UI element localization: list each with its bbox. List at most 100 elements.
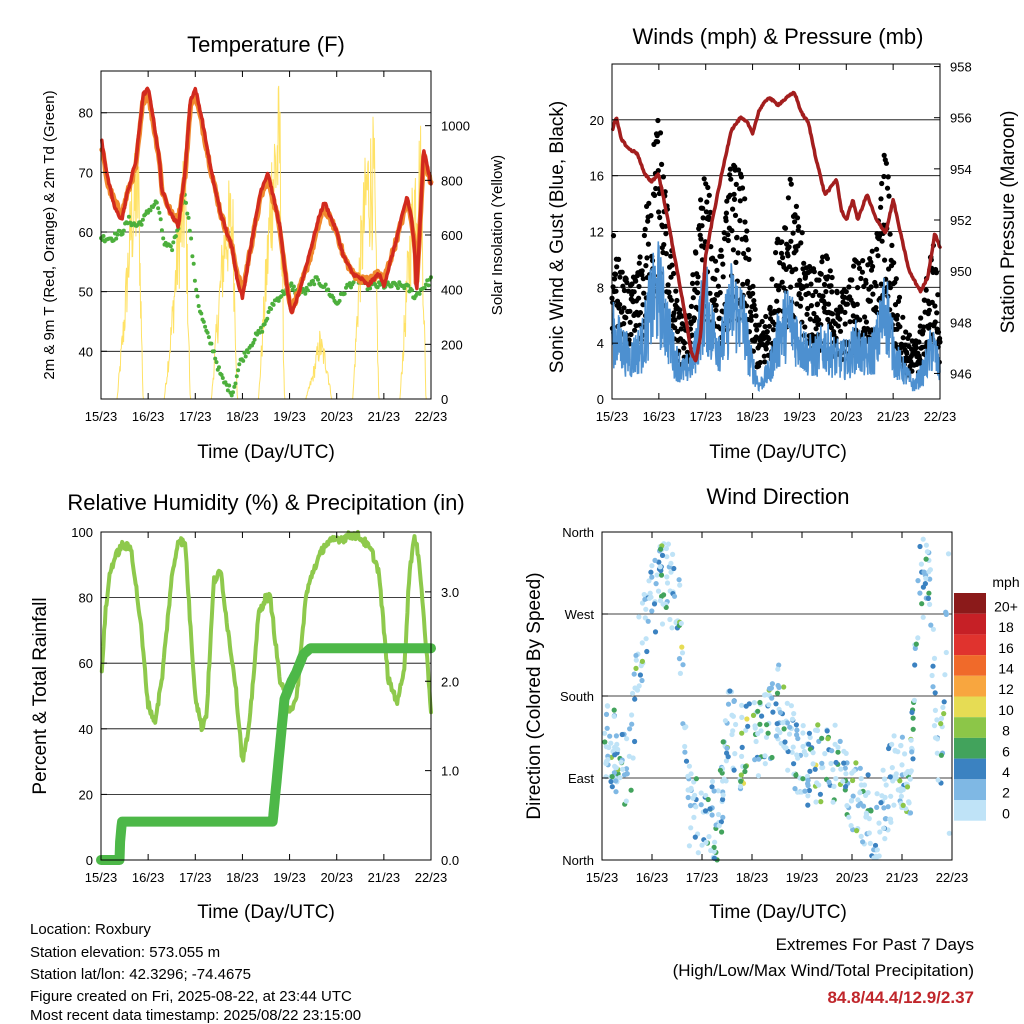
dewpoint-point xyxy=(154,200,159,205)
direction-point xyxy=(909,709,915,716)
direction-point xyxy=(639,677,645,684)
dewpoint-point xyxy=(229,393,234,398)
direction-point xyxy=(692,792,698,798)
sonic-wind-series xyxy=(611,241,941,392)
direction-point xyxy=(832,722,838,728)
direction-point xyxy=(932,690,938,696)
direction-point xyxy=(932,707,939,714)
direction-point xyxy=(930,663,936,669)
direction-point xyxy=(835,744,841,751)
gust-point xyxy=(808,303,815,309)
humidity-grid xyxy=(101,597,431,795)
direction-point xyxy=(792,786,798,792)
direction-point xyxy=(723,758,730,764)
direction-point xyxy=(889,765,895,771)
direction-point xyxy=(611,713,617,719)
direction-point xyxy=(639,640,645,646)
direction-point xyxy=(742,768,748,775)
y2-tick-label: 3.0 xyxy=(441,585,459,600)
gust-point xyxy=(882,257,888,263)
direction-point xyxy=(769,681,776,687)
direction-point xyxy=(623,766,630,772)
direction-point xyxy=(793,722,800,728)
gust-point xyxy=(920,328,926,334)
direction-point xyxy=(762,753,768,759)
direction-point xyxy=(605,703,611,709)
gust-point xyxy=(842,321,848,327)
direction-point xyxy=(774,690,781,696)
direction-point xyxy=(803,752,809,758)
direction-point xyxy=(781,684,787,690)
gust-point xyxy=(741,250,747,257)
gust-point xyxy=(665,282,671,288)
gust-point xyxy=(761,353,767,359)
gust-point xyxy=(786,244,792,250)
direction-title: Wind Direction xyxy=(706,484,849,509)
gust-point xyxy=(675,328,681,335)
direction-panel: Wind Direction North East South West North 1… xyxy=(524,484,1020,923)
direction-point xyxy=(624,771,630,777)
gust-point xyxy=(763,313,769,320)
direction-point xyxy=(873,855,880,861)
gust-point xyxy=(623,315,629,321)
humidity-left-ticks: 0 20 40 60 80 100 xyxy=(71,525,107,868)
direction-point xyxy=(688,785,694,791)
sonic-wind-line xyxy=(611,241,941,392)
dewpoint-point xyxy=(266,310,271,314)
gust-point xyxy=(640,276,646,282)
dewpoint-point xyxy=(189,236,194,241)
gust-point xyxy=(718,247,724,253)
gust-point xyxy=(875,253,881,259)
direction-point xyxy=(906,799,912,805)
direction-point xyxy=(602,730,608,736)
direction-point xyxy=(691,814,697,821)
dewpoint-point xyxy=(396,286,400,291)
gust-point xyxy=(714,267,720,273)
dewpoint-point xyxy=(246,350,251,355)
direction-point xyxy=(764,722,770,728)
gust-point xyxy=(767,304,773,310)
direction-point xyxy=(668,560,674,567)
dewpoint-point xyxy=(161,236,166,241)
direction-point xyxy=(879,793,885,799)
y-tick-label: 60 xyxy=(79,225,93,240)
dewpoint-point xyxy=(185,211,190,216)
gust-point xyxy=(739,185,746,191)
dewpoint-point xyxy=(173,234,178,239)
direction-point xyxy=(655,588,662,594)
gust-point xyxy=(668,274,674,280)
direction-point xyxy=(629,721,635,727)
gust-point xyxy=(785,195,792,201)
direction-point xyxy=(833,776,839,782)
gust-point xyxy=(753,313,759,319)
direction-point xyxy=(646,595,653,601)
direction-point xyxy=(664,554,670,560)
legend-swatch xyxy=(954,696,986,718)
gust-point xyxy=(766,323,773,329)
direction-point xyxy=(924,549,931,555)
direction-point xyxy=(850,793,856,799)
gust-point xyxy=(725,232,731,238)
gust-point xyxy=(704,199,710,205)
direction-point xyxy=(752,757,758,763)
gust-point xyxy=(733,181,739,187)
gust-point xyxy=(681,340,688,346)
direction-point xyxy=(923,556,929,562)
direction-point xyxy=(882,836,888,842)
y-tick-label: 50 xyxy=(79,285,93,300)
gust-point xyxy=(934,310,940,316)
gust-point xyxy=(886,193,892,199)
gust-point xyxy=(688,303,695,309)
x-tick-label: 18/23 xyxy=(736,870,769,885)
temperature-panel: Temperature (F) 40 50 60 70 80 0 200 400 600 800… xyxy=(41,32,506,463)
direction-point xyxy=(882,816,889,822)
gust-point xyxy=(648,213,654,219)
gust-point xyxy=(657,214,663,221)
gust-point xyxy=(792,219,798,225)
dewpoint-point xyxy=(186,215,191,220)
gust-point xyxy=(855,285,861,291)
direction-point xyxy=(795,735,801,742)
dewpoint-point xyxy=(195,294,200,299)
direction-point xyxy=(865,772,871,778)
y-tick-label: 12 xyxy=(590,225,604,240)
